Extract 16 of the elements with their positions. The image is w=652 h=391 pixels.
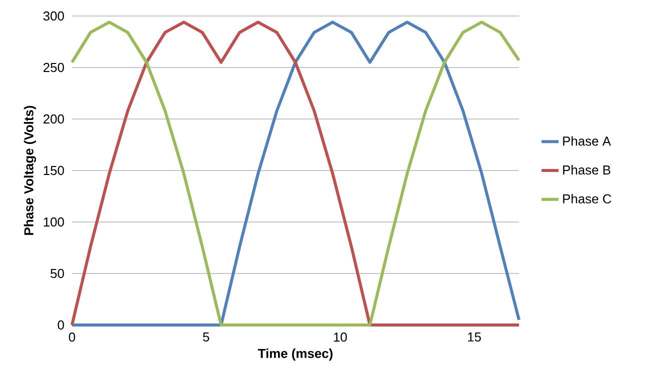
x-tick-label: 10 [334, 332, 347, 342]
y-tick-label: 100 [44, 217, 64, 227]
legend-label: Phase B [563, 165, 610, 175]
y-tick-label: 0 [58, 320, 64, 330]
legend-label: Phase A [563, 136, 611, 146]
y-tick-label: 200 [44, 114, 64, 124]
x-tick-label: 0 [68, 332, 76, 342]
y-tick-label: 150 [44, 166, 64, 176]
x-axis-title: Time (msec) [258, 348, 333, 361]
y-tick-label: 250 [44, 62, 64, 72]
x-tick-label: 15 [468, 332, 481, 342]
y-tick-label: 50 [50, 268, 64, 278]
legend-label: Phase C [563, 194, 612, 204]
y-tick-label: 300 [43, 11, 64, 21]
y-axis-title: Phase Voltage (Volts) [24, 106, 36, 235]
x-tick-label: 5 [202, 332, 210, 342]
